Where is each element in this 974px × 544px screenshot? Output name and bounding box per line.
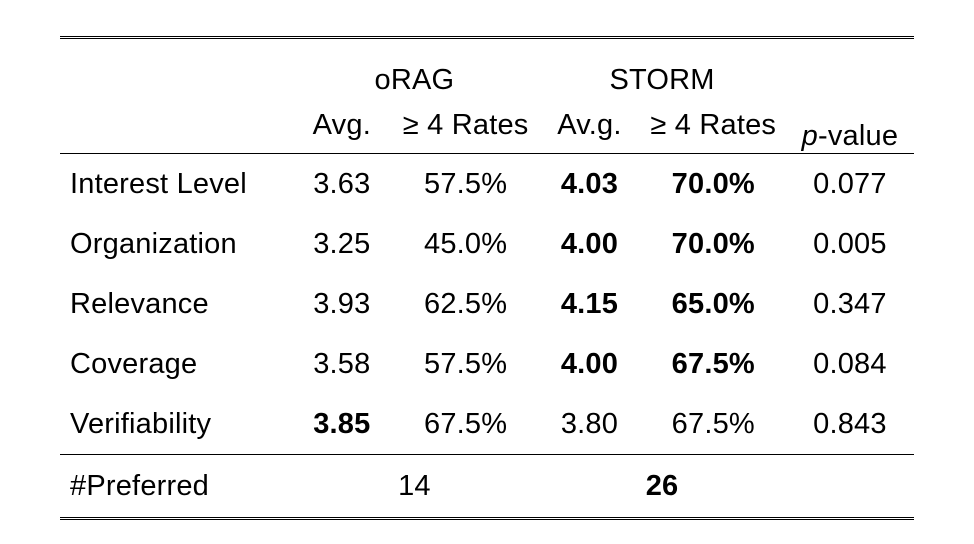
cell-storm-rate: 70.0% bbox=[641, 214, 786, 274]
header-row-groups: oRAG STORM p-value bbox=[60, 38, 914, 98]
group-header-storm: STORM bbox=[538, 38, 786, 98]
table-row: Relevance 3.93 62.5% 4.15 65.0% 0.347 bbox=[60, 274, 914, 334]
cell-pvalue: 0.843 bbox=[786, 394, 914, 455]
cell-storm-rate: 67.5% bbox=[641, 394, 786, 455]
cell-storm-rate: 70.0% bbox=[641, 154, 786, 215]
pvalue-header-suffix: -value bbox=[818, 120, 898, 152]
cell-orag-avg: 3.93 bbox=[291, 274, 393, 334]
cell-pvalue: 0.347 bbox=[786, 274, 914, 334]
comparison-table: oRAG STORM p-value Avg. ≥ 4 Rates Av.g. … bbox=[60, 36, 914, 520]
group-header-orag: oRAG bbox=[291, 38, 539, 98]
row-label: Coverage bbox=[60, 334, 291, 394]
cell-storm-avg: 4.00 bbox=[538, 214, 640, 274]
cell-orag-rate: 57.5% bbox=[393, 334, 538, 394]
pvalue-header-p: p bbox=[802, 120, 818, 152]
corner-blank-2 bbox=[60, 97, 291, 154]
cell-storm-avg: 4.03 bbox=[538, 154, 640, 215]
footer-blank bbox=[786, 455, 914, 519]
cell-storm-rate: 67.5% bbox=[641, 334, 786, 394]
cell-pvalue: 0.005 bbox=[786, 214, 914, 274]
pvalue-header: p-value bbox=[786, 38, 914, 154]
table-row: Organization 3.25 45.0% 4.00 70.0% 0.005 bbox=[60, 214, 914, 274]
cell-orag-rate: 45.0% bbox=[393, 214, 538, 274]
row-label: Organization bbox=[60, 214, 291, 274]
footer-orag-count: 14 bbox=[291, 455, 539, 519]
table-row: Verifiability 3.85 67.5% 3.80 67.5% 0.84… bbox=[60, 394, 914, 455]
cell-orag-rate: 57.5% bbox=[393, 154, 538, 215]
footer-label: #Preferred bbox=[60, 455, 291, 519]
cell-orag-avg: 3.63 bbox=[291, 154, 393, 215]
subheader-storm-avg: Av.g. bbox=[538, 97, 640, 154]
table-row: Coverage 3.58 57.5% 4.00 67.5% 0.084 bbox=[60, 334, 914, 394]
corner-blank bbox=[60, 38, 291, 98]
row-label: Verifiability bbox=[60, 394, 291, 455]
cell-storm-rate: 65.0% bbox=[641, 274, 786, 334]
cell-orag-avg: 3.25 bbox=[291, 214, 393, 274]
cell-pvalue: 0.077 bbox=[786, 154, 914, 215]
cell-orag-avg: 3.58 bbox=[291, 334, 393, 394]
cell-pvalue: 0.084 bbox=[786, 334, 914, 394]
cell-storm-avg: 4.15 bbox=[538, 274, 640, 334]
cell-orag-rate: 62.5% bbox=[393, 274, 538, 334]
table-row: Interest Level 3.63 57.5% 4.03 70.0% 0.0… bbox=[60, 154, 914, 215]
subheader-orag-avg: Avg. bbox=[291, 97, 393, 154]
row-label: Relevance bbox=[60, 274, 291, 334]
footer-row: #Preferred 14 26 bbox=[60, 455, 914, 519]
cell-storm-avg: 3.80 bbox=[538, 394, 640, 455]
footer-storm-count: 26 bbox=[538, 455, 786, 519]
cell-storm-avg: 4.00 bbox=[538, 334, 640, 394]
comparison-table-container: oRAG STORM p-value Avg. ≥ 4 Rates Av.g. … bbox=[0, 0, 974, 544]
subheader-orag-rates: ≥ 4 Rates bbox=[393, 97, 538, 154]
cell-orag-rate: 67.5% bbox=[393, 394, 538, 455]
cell-orag-avg: 3.85 bbox=[291, 394, 393, 455]
row-label: Interest Level bbox=[60, 154, 291, 215]
subheader-storm-rates: ≥ 4 Rates bbox=[641, 97, 786, 154]
